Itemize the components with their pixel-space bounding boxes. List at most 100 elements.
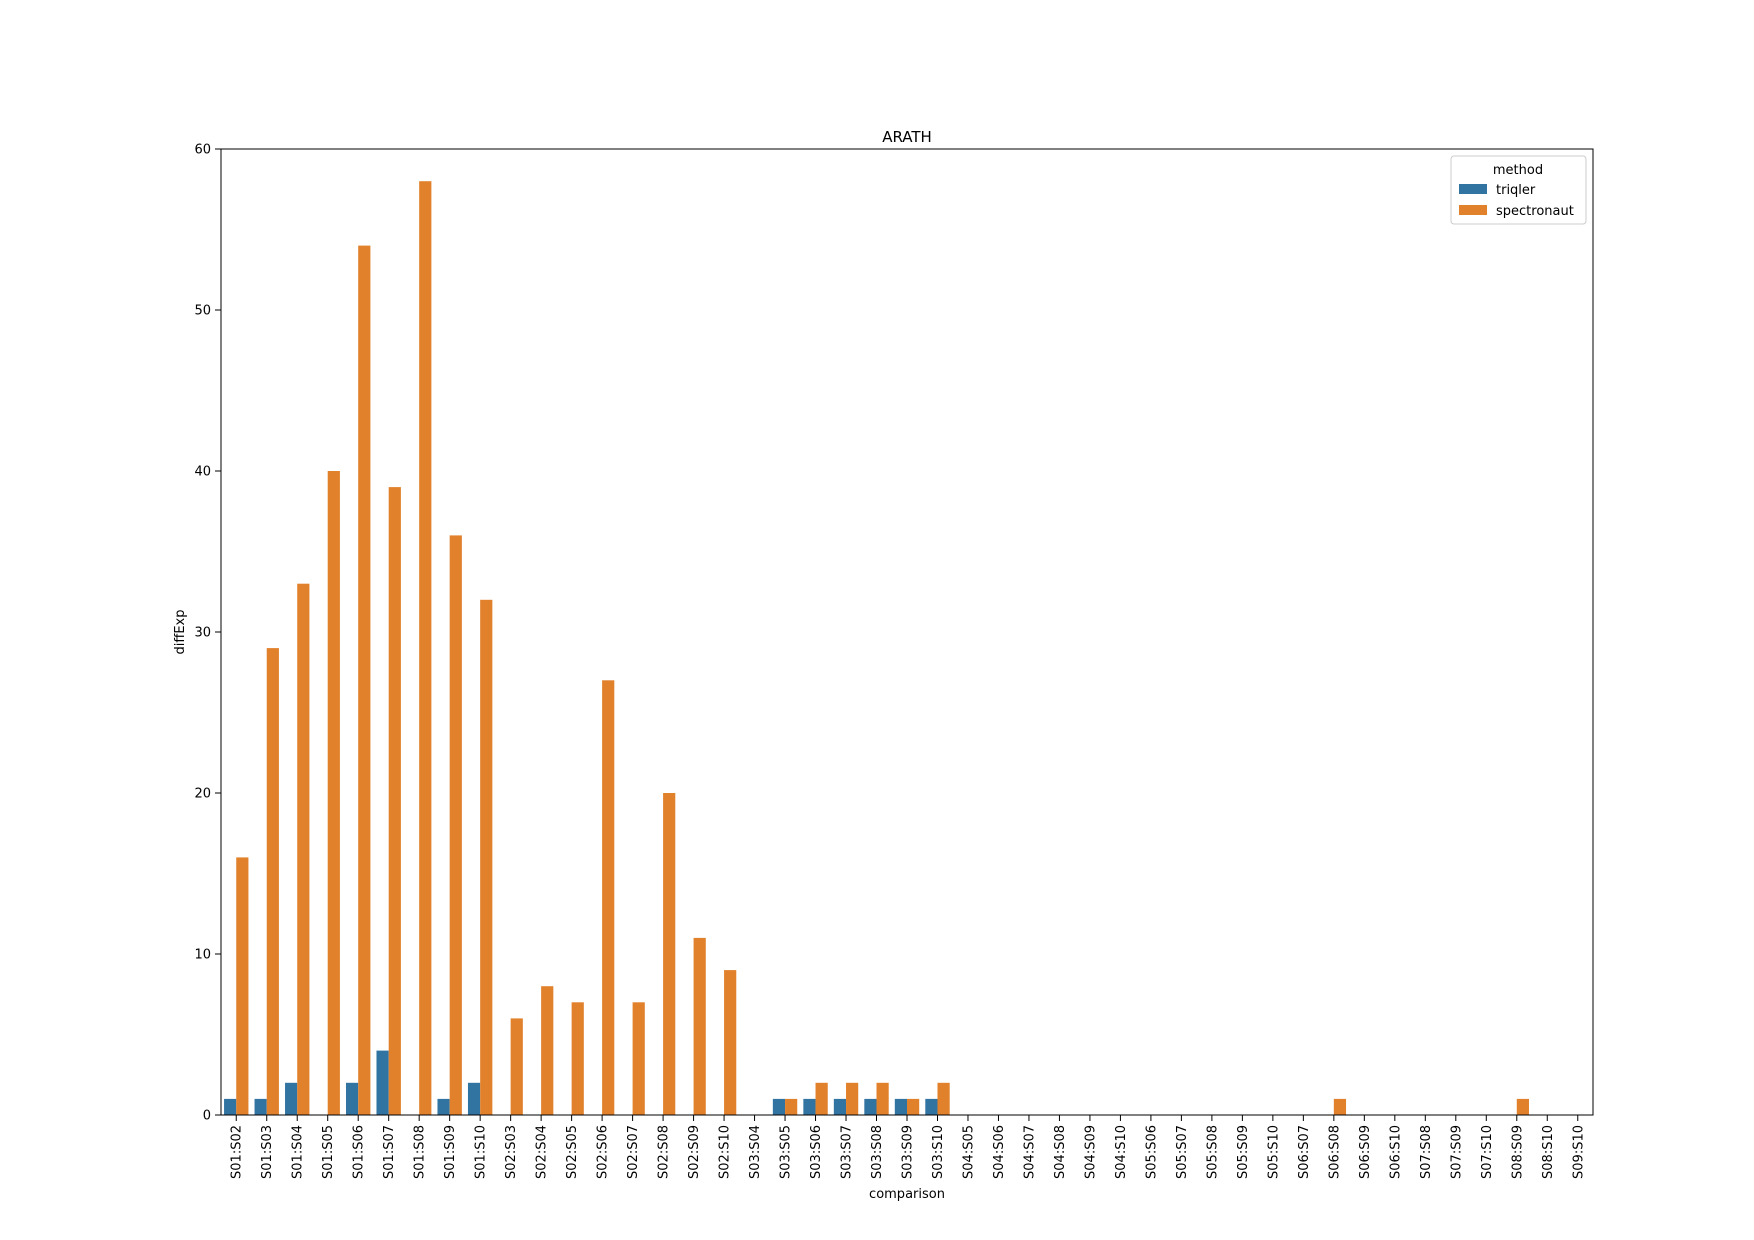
x-tick-label: S01:S02 [230, 1125, 245, 1179]
x-axis-label: comparison [869, 1187, 945, 1202]
bar-spectronaut-s01-s02 [236, 857, 249, 1115]
x-tick-label: S04:S10 [1114, 1125, 1129, 1179]
bar-spectronaut-s08-s09 [1516, 1098, 1529, 1115]
x-tick-label: S06:S09 [1358, 1125, 1373, 1179]
x-tick-label: S03:S04 [748, 1125, 763, 1179]
bar-triqler-s03-s05 [772, 1098, 786, 1115]
x-tick-label: S09:S10 [1571, 1125, 1586, 1179]
bar-spectronaut-s02-s09 [693, 937, 706, 1115]
bar-spectronaut-s03-s08 [876, 1082, 889, 1115]
y-tick-label: 40 [194, 465, 211, 480]
x-tick-label: S01:S03 [260, 1125, 275, 1179]
x-tick-label: S05:S07 [1175, 1125, 1190, 1179]
bar-spectronaut-s03-s10 [937, 1082, 950, 1115]
x-tick-label: S06:S08 [1327, 1125, 1342, 1179]
bar-spectronaut-s02-s07 [632, 1002, 645, 1115]
bar-spectronaut-s01-s05 [327, 471, 340, 1115]
x-tick-label: S05:S09 [1236, 1125, 1251, 1179]
y-tick-label: 30 [194, 626, 211, 641]
x-tick-label: S01:S08 [413, 1125, 428, 1179]
bar-triqler-s01-s09 [437, 1098, 450, 1115]
bar-triqler-s01-s03 [254, 1098, 267, 1115]
legend: method triqler spectronaut [1450, 155, 1587, 225]
x-tick-label: S02:S06 [596, 1125, 611, 1179]
bar-spectronaut-s06-s08 [1333, 1098, 1347, 1115]
x-tick-label: S01:S07 [382, 1125, 397, 1179]
plot-frame [220, 148, 1594, 1116]
bar-spectronaut-s01-s06 [358, 245, 371, 1116]
x-tick-label: S07:S08 [1419, 1125, 1434, 1179]
x-tick-label: S02:S03 [504, 1125, 519, 1179]
x-tick-label: S02:S09 [687, 1125, 702, 1179]
x-tick-label: S03:S05 [779, 1125, 794, 1179]
x-tick-label: S06:S07 [1297, 1125, 1312, 1179]
x-tick-label: S06:S10 [1388, 1125, 1403, 1179]
x-tick-label: S05:S06 [1144, 1125, 1159, 1179]
x-axis: S01:S02 S01:S03 S01:S04 S01:S05 S01:S06 S01:S… [230, 1115, 1586, 1179]
x-tick-label: S01:S09 [443, 1125, 458, 1179]
x-tick-label: S03:S07 [840, 1125, 855, 1179]
x-tick-label: S04:S08 [1053, 1125, 1068, 1179]
bar-triqler-s03-s06 [803, 1098, 816, 1115]
bar-spectronaut-s01-s03 [266, 648, 279, 1115]
x-tick-label: S04:S06 [992, 1125, 1007, 1179]
x-tick-label: S01:S04 [291, 1125, 306, 1179]
x-tick-label: S02:S10 [718, 1125, 733, 1179]
bar-spectronaut-s02-s03 [510, 1018, 523, 1115]
bar-spectronaut-s01-s09 [449, 535, 462, 1115]
y-tick-label: 60 [194, 143, 211, 158]
x-tick-label: S04:S05 [961, 1125, 976, 1179]
x-tick-label: S07:S10 [1480, 1125, 1495, 1179]
bar-spectronaut-s01-s10 [480, 599, 493, 1115]
bar-triqler-s03-s09 [894, 1098, 907, 1115]
bar-spectronaut-s03-s06 [815, 1082, 828, 1115]
bar-triqler-s01-s07 [376, 1050, 389, 1115]
bar-spectronaut-s03-s05 [785, 1098, 798, 1115]
x-tick-label: S08:S09 [1510, 1125, 1525, 1179]
x-tick-label: S03:S09 [901, 1125, 916, 1179]
y-tick-label: 50 [194, 304, 211, 319]
bars-layer [224, 181, 1529, 1116]
legend-title: method [1493, 163, 1543, 178]
x-tick-label: S02:S07 [626, 1125, 641, 1179]
y-tick-label: 0 [203, 1109, 211, 1124]
x-tick-label: S01:S05 [321, 1125, 336, 1179]
bar-spectronaut-s02-s10 [724, 970, 737, 1115]
bar-spectronaut-s02-s06 [602, 680, 615, 1115]
bar-triqler-s03-s10 [925, 1098, 938, 1115]
bar-triqler-s01-s02 [224, 1098, 237, 1115]
x-tick-label: S01:S10 [474, 1125, 489, 1179]
legend-swatch-spectronaut [1459, 205, 1487, 215]
x-tick-label: S03:S08 [870, 1125, 885, 1179]
x-tick-label: S03:S10 [931, 1125, 946, 1179]
chart-title: ARATH [882, 128, 932, 146]
x-tick-label: S03:S06 [809, 1125, 824, 1179]
x-tick-label: S05:S10 [1266, 1125, 1281, 1179]
x-tick-label: S04:S09 [1083, 1125, 1098, 1179]
bar-spectronaut-s03-s09 [907, 1098, 920, 1115]
y-tick-label: 10 [194, 948, 211, 963]
bar-spectronaut-s02-s05 [571, 1002, 584, 1115]
bar-spectronaut-s01-s07 [388, 487, 401, 1116]
y-axis: 0 10 20 30 40 50 60 [194, 143, 221, 1124]
x-tick-label: S01:S06 [352, 1125, 367, 1179]
bar-triqler-s01-s04 [285, 1082, 298, 1115]
bar-spectronaut-s03-s07 [846, 1082, 859, 1115]
bar-spectronaut-s02-s04 [541, 986, 554, 1115]
bar-spectronaut-s01-s08 [419, 181, 432, 1115]
x-tick-label: S07:S09 [1449, 1125, 1464, 1179]
x-tick-label: S02:S08 [657, 1125, 672, 1179]
x-tick-label: S05:S08 [1205, 1125, 1220, 1179]
x-tick-label: S08:S10 [1541, 1125, 1556, 1179]
bar-triqler-s01-s06 [346, 1082, 359, 1115]
bar-spectronaut-s02-s08 [663, 793, 676, 1115]
bar-triqler-s03-s07 [833, 1098, 847, 1115]
x-tick-label: S04:S07 [1022, 1125, 1037, 1179]
legend-label-triqler: triqler [1496, 183, 1536, 198]
bar-spectronaut-s01-s04 [297, 583, 310, 1115]
bar-triqler-s01-s10 [467, 1082, 481, 1115]
y-tick-label: 20 [194, 787, 211, 802]
legend-swatch-triqler [1459, 184, 1487, 194]
x-tick-label: S02:S05 [565, 1125, 580, 1179]
